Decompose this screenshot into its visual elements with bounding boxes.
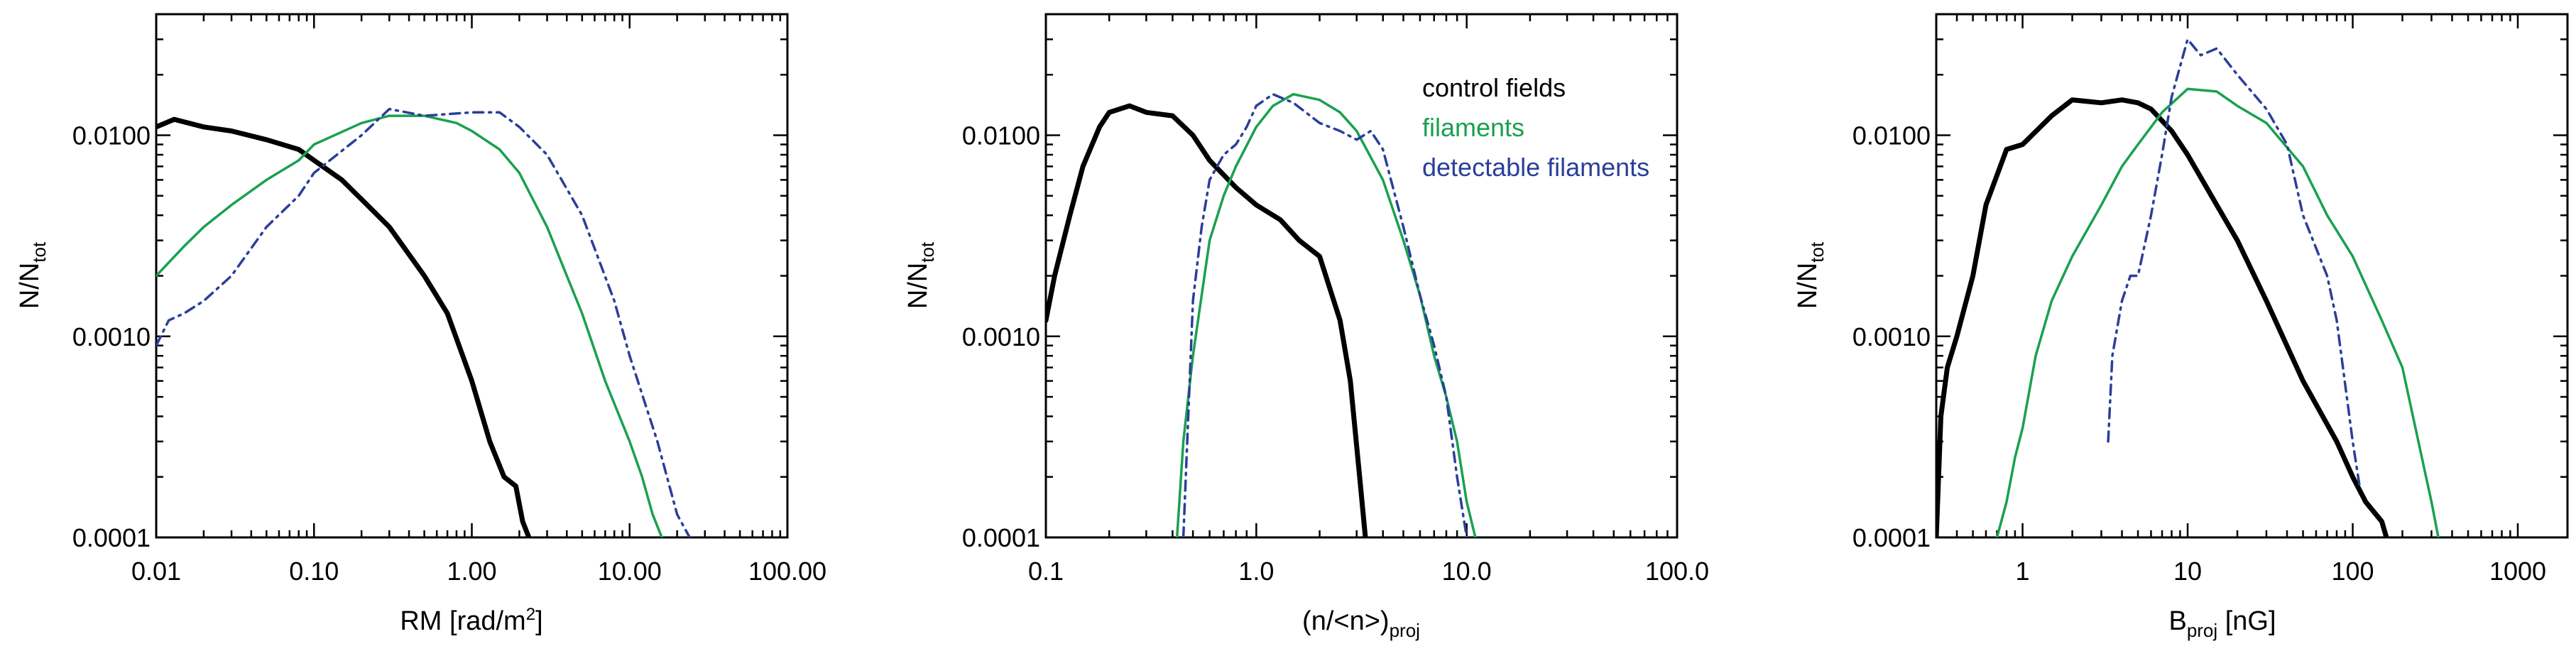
x-tick-label: 1000 — [2489, 557, 2546, 586]
y-tick-labels: 0.0001 0.0010 0.0100 — [962, 121, 1040, 552]
x-tick-label: 10.0 — [1442, 557, 1492, 586]
y-axis-title: N/Ntot — [1793, 241, 1828, 309]
y-tick-label: 0.0010 — [72, 322, 151, 351]
series-line-detectable-filaments — [1181, 92, 1468, 537]
y-tick-label: 0.0001 — [962, 523, 1040, 552]
x-tick-label: 10 — [2173, 557, 2202, 586]
axis-ticks — [155, 14, 789, 539]
x-axis-title: Bproj [nG] — [2168, 606, 2276, 641]
series-line-control-fields — [1046, 103, 1368, 537]
x-tick-label: 100.0 — [1645, 557, 1709, 586]
series-group — [1936, 38, 2440, 537]
plot-frame — [155, 13, 789, 539]
x-tick-label: 100 — [2331, 557, 2374, 586]
x-tick-labels: 0.1 1.0 10.0 100.0 — [1028, 557, 1709, 586]
y-tick-label: 0.0100 — [72, 121, 151, 151]
axis-ticks — [1044, 14, 1679, 539]
chart-panel-bproj: 1 10 100 1000 0.0001 0.0010 0.0100 Bproj [nG]… — [1793, 13, 2569, 641]
legend: control fields filaments detectable fila… — [1422, 73, 1649, 182]
chart-panel-rm: 0.01 0.10 1.00 10.00 100.00 0.0001 0.0010 0.01… — [15, 13, 826, 636]
y-axis-title: N/Ntot — [903, 241, 938, 309]
y-axis-title: N/Ntot — [15, 241, 50, 309]
series-group — [1046, 92, 1477, 537]
x-axis-title: (n/<n>)proj — [1302, 606, 1420, 641]
series-line-control-fields — [1936, 97, 2389, 537]
series-line-control-fields — [156, 116, 532, 537]
y-tick-label: 0.0010 — [962, 322, 1040, 351]
x-tick-label: 1.0 — [1238, 557, 1274, 586]
y-tick-label: 0.0100 — [1852, 121, 1931, 151]
axis-ticks — [1935, 14, 2567, 539]
series-line-detectable-filaments — [2107, 38, 2361, 488]
series-line-filaments — [1995, 87, 2440, 537]
plot-frame — [1044, 13, 1679, 539]
legend-entry-control-fields: control fields — [1422, 73, 1566, 102]
y-tick-label: 0.0001 — [72, 523, 151, 552]
y-tick-label: 0.0010 — [1852, 322, 1931, 351]
chart-panel-density: 0.1 1.0 10.0 100.0 0.0001 0.0010 0.0100 (n/<n… — [903, 13, 1709, 641]
y-tick-label: 0.0100 — [962, 121, 1040, 151]
legend-entry-detectable-filaments: detectable filaments — [1422, 153, 1649, 182]
x-tick-label: 1 — [2016, 557, 2030, 586]
y-tick-label: 0.0001 — [1852, 523, 1931, 552]
x-tick-label: 0.1 — [1028, 557, 1064, 586]
series-group — [156, 107, 692, 537]
x-tick-labels: 0.01 0.10 1.00 10.00 100.00 — [131, 557, 826, 586]
x-tick-label: 1.00 — [447, 557, 496, 586]
x-tick-label: 10.00 — [598, 557, 662, 586]
y-tick-labels: 0.0001 0.0010 0.0100 — [72, 121, 151, 552]
x-tick-label: 100.00 — [748, 557, 826, 586]
x-tick-labels: 1 10 100 1000 — [2016, 557, 2547, 586]
x-tick-label: 0.01 — [131, 557, 181, 586]
x-axis-title: RM [rad/m2] — [400, 605, 542, 636]
legend-entry-filaments: filaments — [1422, 113, 1524, 142]
x-tick-label: 0.10 — [289, 557, 339, 586]
y-tick-labels: 0.0001 0.0010 0.0100 — [1852, 121, 1931, 552]
series-line-detectable-filaments — [156, 107, 692, 537]
series-line-filaments — [156, 114, 663, 537]
